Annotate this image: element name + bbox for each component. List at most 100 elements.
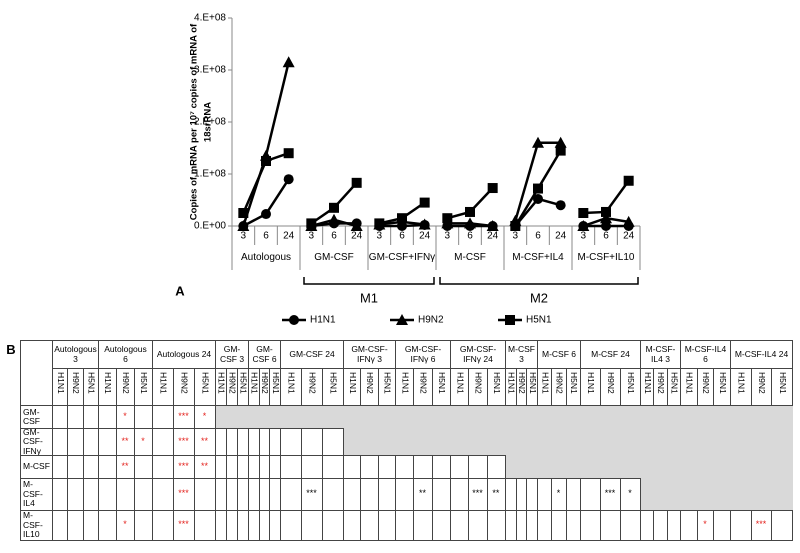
- point: [623, 175, 634, 186]
- strain-label: H5N1: [328, 372, 339, 394]
- table-cell: [322, 510, 344, 541]
- significance: *: [556, 488, 561, 498]
- strain-header: H5N1: [666, 368, 681, 406]
- column-group-header: M-CSF 24: [580, 340, 641, 369]
- strain-header: H1N1: [343, 368, 362, 406]
- significance: ***: [178, 488, 189, 498]
- strain-header: H1N1: [395, 368, 415, 406]
- significance: ***: [178, 460, 189, 471]
- x-tick-label: 6: [331, 231, 337, 242]
- table-cell: [67, 455, 84, 479]
- point: [329, 202, 339, 213]
- cluster-bracket: [303, 277, 435, 285]
- strain-label: H9N2: [260, 372, 271, 394]
- legend-marker: [505, 315, 515, 325]
- table-cell: [134, 478, 153, 511]
- column-group-header: GM-CSF 6: [248, 340, 281, 369]
- table-cell: [67, 405, 84, 429]
- strain-label: H1N1: [400, 372, 411, 394]
- strain-label: H5N1: [200, 372, 211, 394]
- x-tick-label: 24: [623, 231, 635, 242]
- row-header: M-CSF-IL4: [20, 478, 53, 511]
- x-tick-label: 6: [603, 231, 609, 242]
- significance: *: [703, 519, 707, 529]
- strain-label: H5N1: [436, 372, 447, 394]
- panel-label: B: [6, 342, 16, 357]
- table-cell: [468, 510, 488, 541]
- column-group-header: Autologous 6: [98, 340, 153, 369]
- strain-label: H1N1: [540, 372, 551, 394]
- column-group-header: Autologous 24: [152, 340, 216, 369]
- point: [351, 177, 362, 188]
- series-line: [242, 61, 290, 227]
- strain-label: H1N1: [249, 372, 260, 394]
- strain-label: H9N2: [757, 372, 768, 394]
- column-group-header: M-CSF 3: [505, 340, 538, 369]
- table-cell: [343, 455, 362, 479]
- strain-label: H9N2: [121, 372, 132, 394]
- group-label: Autologous: [240, 252, 292, 263]
- group-label: M-CSF+IL10: [577, 252, 635, 263]
- significance: *: [202, 410, 207, 421]
- point: [487, 183, 498, 194]
- row-header: M-CSF-IL10: [20, 510, 53, 541]
- table-cell: [67, 478, 84, 511]
- strain-header: H9N2: [413, 368, 433, 406]
- strain-label: H9N2: [517, 372, 528, 394]
- x-tick-label: 3: [377, 231, 383, 242]
- point: [554, 136, 567, 148]
- point: [283, 148, 294, 159]
- strain-header: H9N2: [750, 368, 773, 406]
- strain-label: H1N1: [684, 372, 695, 394]
- table-cell: [301, 428, 323, 456]
- table-cell: [620, 510, 641, 541]
- table-cell: [580, 510, 601, 541]
- cluster-label: M2: [530, 290, 548, 305]
- x-tick-label: 3: [241, 231, 247, 242]
- point: [374, 218, 385, 229]
- strain-header: H1N1: [580, 368, 601, 406]
- legend-marker: [289, 315, 299, 325]
- significance: ***: [472, 488, 483, 498]
- group-label: GM-CSF: [314, 252, 354, 263]
- strain-label: H1N1: [642, 372, 653, 394]
- point: [622, 215, 635, 227]
- table-cell: [301, 455, 323, 479]
- strain-header: H5N1: [134, 368, 153, 406]
- significance: ***: [178, 410, 189, 421]
- y-axis-label: Copies of mRNA per 10⁷ copies of mRNA of: [189, 23, 200, 220]
- x-tick-label: 3: [513, 231, 519, 242]
- x-tick-label: 24: [283, 231, 295, 242]
- shaded-area: [343, 428, 793, 456]
- legend-label: H9N2: [418, 315, 444, 326]
- point: [555, 200, 566, 211]
- group-label: M-CSF: [454, 252, 486, 263]
- strain-header: H1N1: [98, 368, 117, 406]
- table-cell: [431, 510, 451, 541]
- strain-header: H9N2: [173, 368, 195, 406]
- table-cell: [431, 455, 451, 479]
- strain-header: H9N2: [551, 368, 567, 406]
- x-tick-label: 6: [467, 231, 473, 242]
- strain-label: H1N1: [455, 372, 466, 394]
- point: [533, 193, 543, 204]
- x-tick-label: 24: [487, 231, 499, 242]
- table-cell: [52, 510, 69, 541]
- table-cell: [343, 478, 362, 511]
- corner-cell: [20, 340, 53, 406]
- strain-header: H9N2: [468, 368, 488, 406]
- point: [510, 221, 521, 231]
- chart: A Copies of mRNA per 10⁷ copies of mRNA …: [175, 13, 641, 326]
- significance: ***: [604, 488, 616, 498]
- point: [464, 217, 476, 229]
- strain-header: H5N1: [713, 368, 731, 406]
- strain-label: H5N1: [626, 372, 637, 394]
- strain-header: H5N1: [194, 368, 216, 406]
- row-header: GM-CSF: [20, 405, 53, 429]
- strain-label: H5N1: [669, 372, 680, 394]
- shaded-area: [640, 478, 793, 511]
- significance: ***: [178, 519, 189, 529]
- strain-header: H1N1: [680, 368, 698, 406]
- strain-label: H5N1: [382, 372, 393, 394]
- table-cell: [486, 510, 506, 541]
